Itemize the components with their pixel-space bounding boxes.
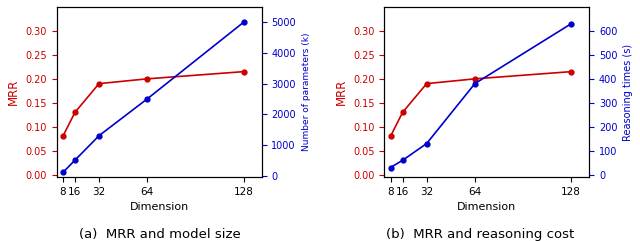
Y-axis label: Number of parameters (k): Number of parameters (k): [301, 33, 310, 151]
Text: (a)  MRR and model size: (a) MRR and model size: [79, 228, 241, 241]
Text: (b)  MRR and reasoning cost: (b) MRR and reasoning cost: [386, 228, 574, 241]
Y-axis label: Reasoning times (s): Reasoning times (s): [623, 43, 633, 141]
X-axis label: Dimension: Dimension: [457, 202, 516, 212]
Y-axis label: MRR: MRR: [7, 79, 20, 105]
Y-axis label: MRR: MRR: [335, 79, 348, 105]
X-axis label: Dimension: Dimension: [130, 202, 189, 212]
